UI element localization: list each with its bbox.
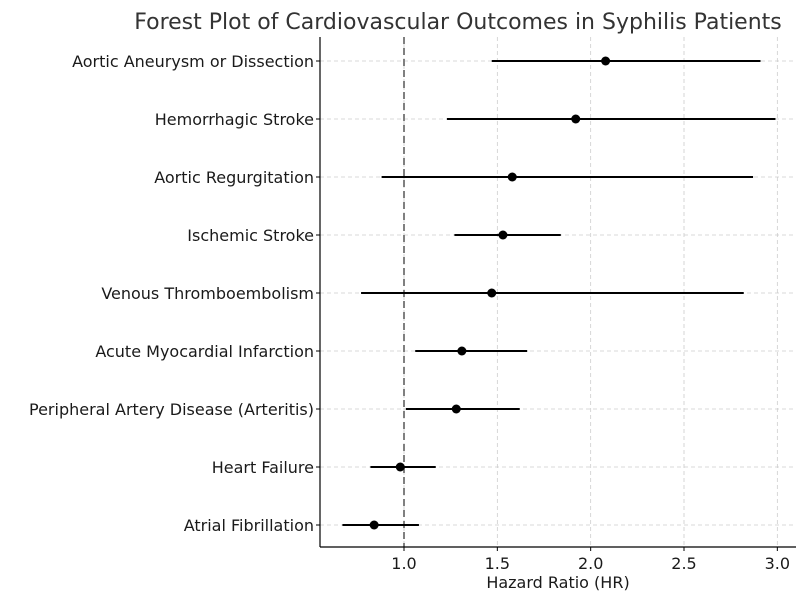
y-tick-label-3: Ischemic Stroke — [187, 226, 314, 245]
hr-point-8 — [369, 520, 379, 530]
x-tick-label-4: 3.0 — [765, 554, 790, 573]
axes — [316, 37, 796, 551]
hr-point-0 — [601, 56, 611, 66]
x-tick-label-3: 2.5 — [671, 554, 696, 573]
x-tick-label-2: 2.0 — [578, 554, 603, 573]
y-tick-label-6: Peripheral Artery Disease (Arteritis) — [29, 400, 314, 419]
hr-point-5 — [457, 346, 467, 356]
y-category-labels: Aortic Aneurysm or Dissection Hemorrhagic… — [29, 52, 314, 535]
y-tick-label-5: Acute Myocardial Infarction — [95, 342, 314, 361]
hr-point-3 — [498, 230, 508, 240]
hr-point-7 — [395, 462, 405, 472]
x-tick-labels: 1.0 1.5 2.0 2.5 3.0 — [391, 554, 790, 573]
y-tick-label-1: Hemorrhagic Stroke — [155, 110, 314, 129]
y-tick-label-0: Aortic Aneurysm or Dissection — [72, 52, 314, 71]
y-tick-label-8: Atrial Fibrillation — [184, 516, 314, 535]
hr-point-2 — [507, 172, 517, 182]
hr-point-1 — [571, 114, 581, 124]
confidence-intervals — [342, 60, 776, 526]
x-tick-label-0: 1.0 — [391, 554, 416, 573]
hazard-ratio-points — [369, 56, 611, 530]
hr-point-6 — [451, 404, 461, 414]
hr-point-4 — [487, 288, 497, 298]
chart-title: Forest Plot of Cardiovascular Outcomes i… — [134, 10, 782, 35]
x-tick-label-1: 1.5 — [485, 554, 510, 573]
y-tick-label-2: Aortic Regurgitation — [154, 168, 314, 187]
y-tick-label-4: Venous Thromboembolism — [101, 284, 314, 303]
y-tick-label-7: Heart Failure — [212, 458, 314, 477]
x-axis-label: Hazard Ratio (HR) — [486, 573, 629, 592]
